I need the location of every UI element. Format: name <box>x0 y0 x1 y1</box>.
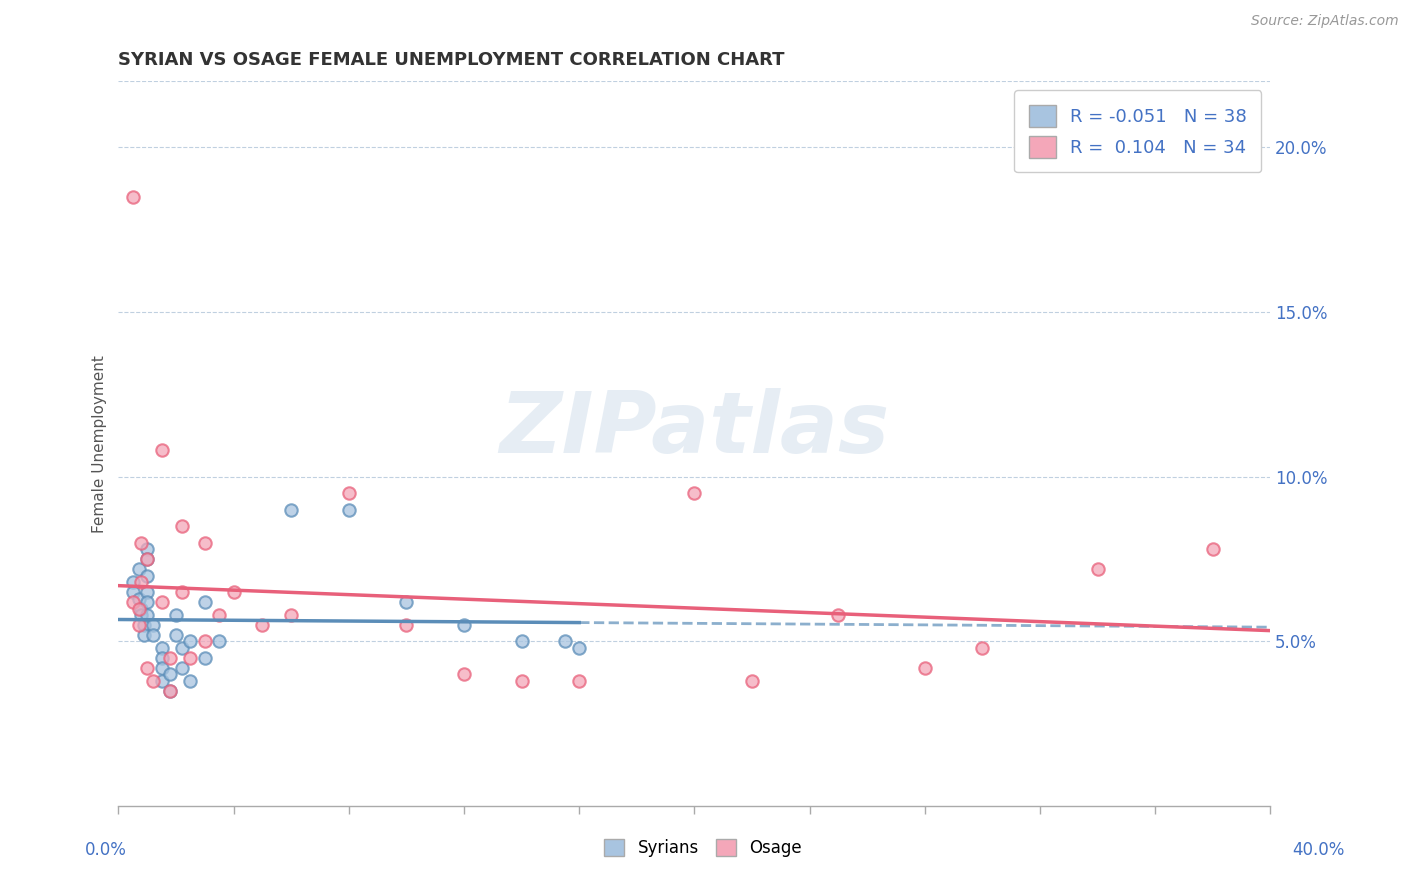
Point <box>136 661 159 675</box>
Point <box>121 189 143 203</box>
Point <box>121 585 143 599</box>
Legend: Syrians, Osage: Syrians, Osage <box>598 832 808 864</box>
Point <box>136 595 159 609</box>
Point <box>170 641 193 656</box>
Point <box>252 618 274 632</box>
Point <box>136 552 159 566</box>
Point <box>170 519 193 533</box>
Point <box>683 486 706 500</box>
Point <box>194 634 217 648</box>
Point <box>510 634 533 648</box>
Point <box>170 585 193 599</box>
Point <box>121 595 143 609</box>
Point <box>208 634 231 648</box>
Point <box>280 502 302 516</box>
Point <box>136 585 159 599</box>
Point <box>194 535 217 549</box>
Point <box>136 568 159 582</box>
Point <box>134 628 156 642</box>
Point <box>121 575 143 590</box>
Point <box>165 628 187 642</box>
Point <box>136 608 159 623</box>
Text: 40.0%: 40.0% <box>1292 840 1346 858</box>
Point <box>150 443 173 458</box>
Point <box>142 673 165 688</box>
Point <box>208 608 231 623</box>
Point <box>128 601 150 615</box>
Point <box>194 595 217 609</box>
Point <box>128 591 150 606</box>
Point <box>131 608 153 623</box>
Point <box>554 634 576 648</box>
Point <box>159 684 181 698</box>
Point <box>194 651 217 665</box>
Point <box>914 661 936 675</box>
Point <box>131 535 153 549</box>
Point <box>159 651 181 665</box>
Point <box>150 651 173 665</box>
Point <box>337 502 360 516</box>
Point <box>337 486 360 500</box>
Text: 0.0%: 0.0% <box>84 840 127 858</box>
Point <box>142 628 165 642</box>
Point <box>159 667 181 681</box>
Point <box>179 634 201 648</box>
Point <box>150 595 173 609</box>
Text: ZIPatlas: ZIPatlas <box>499 388 890 471</box>
Point <box>741 673 763 688</box>
Point <box>131 575 153 590</box>
Text: SYRIAN VS OSAGE FEMALE UNEMPLOYMENT CORRELATION CHART: SYRIAN VS OSAGE FEMALE UNEMPLOYMENT CORR… <box>118 51 785 69</box>
Point <box>150 661 173 675</box>
Point <box>170 661 193 675</box>
Point <box>165 608 187 623</box>
Point <box>1202 542 1225 557</box>
Point <box>453 618 475 632</box>
Point <box>136 542 159 557</box>
Point <box>179 673 201 688</box>
Point <box>128 562 150 576</box>
Point <box>142 618 165 632</box>
Point <box>150 673 173 688</box>
Point <box>568 673 591 688</box>
Point <box>827 608 849 623</box>
Point <box>131 601 153 615</box>
Point <box>134 618 156 632</box>
Legend: R = -0.051   N = 38, R =  0.104   N = 34: R = -0.051 N = 38, R = 0.104 N = 34 <box>1014 90 1261 172</box>
Point <box>159 684 181 698</box>
Text: Source: ZipAtlas.com: Source: ZipAtlas.com <box>1251 14 1399 28</box>
Y-axis label: Female Unemployment: Female Unemployment <box>93 355 107 533</box>
Point <box>179 651 201 665</box>
Point <box>136 552 159 566</box>
Point <box>128 618 150 632</box>
Point <box>222 585 245 599</box>
Point <box>510 673 533 688</box>
Point <box>972 641 994 656</box>
Point <box>395 595 418 609</box>
Point <box>395 618 418 632</box>
Point <box>280 608 302 623</box>
Point <box>150 641 173 656</box>
Point <box>453 667 475 681</box>
Point <box>1087 562 1109 576</box>
Point <box>568 641 591 656</box>
